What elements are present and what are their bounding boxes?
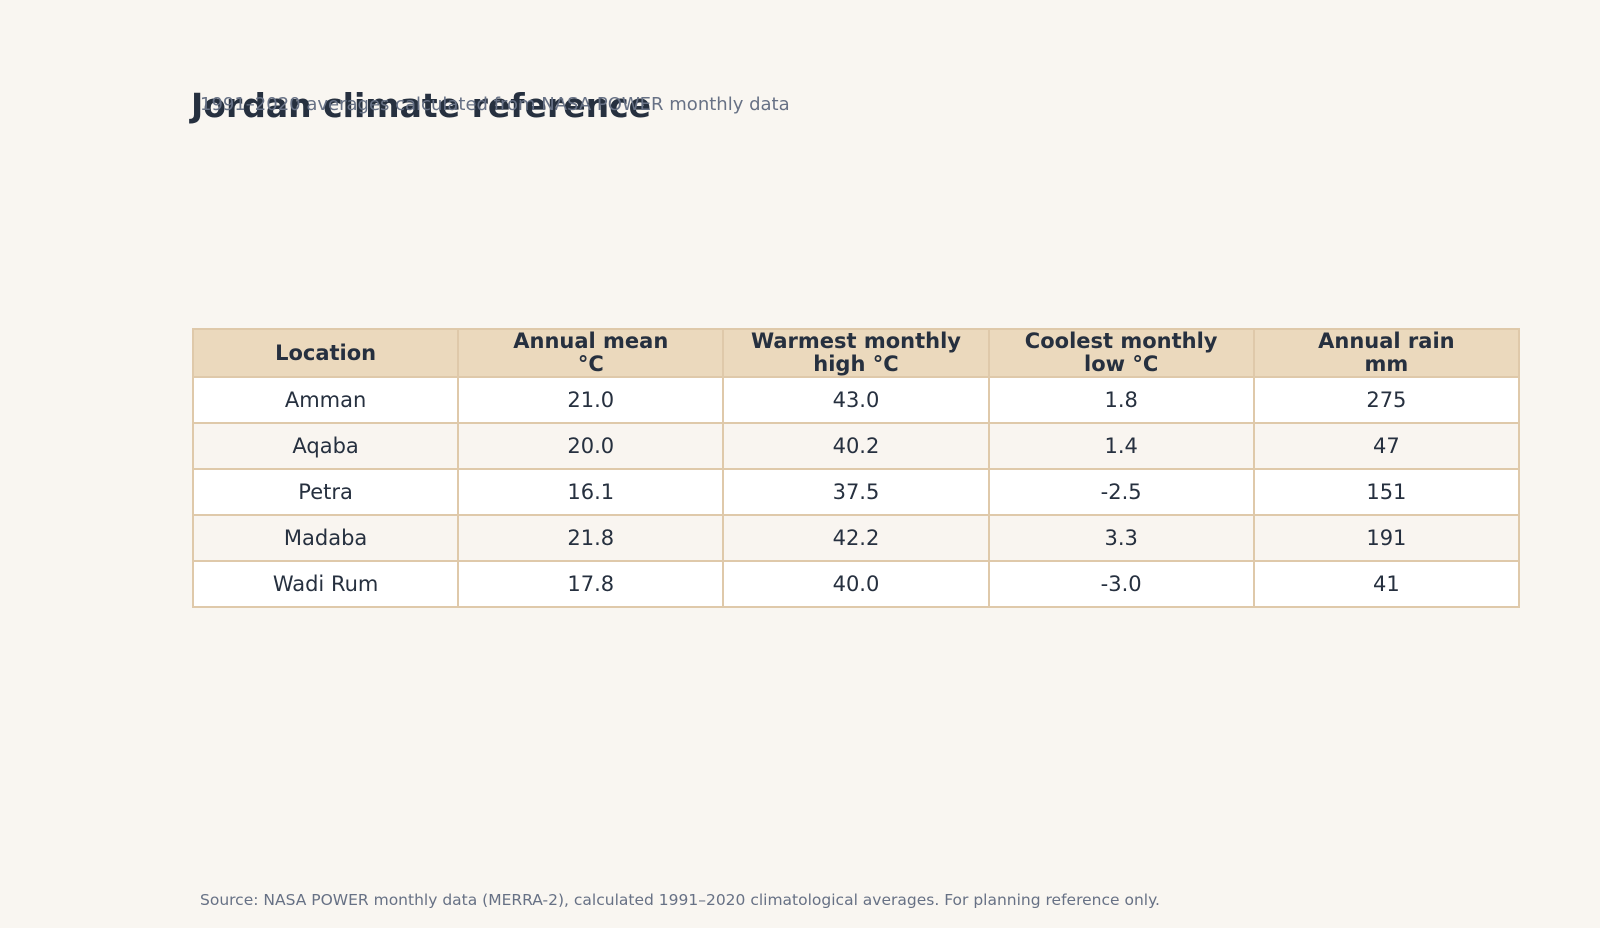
warmest-high-cell: 40.0 xyxy=(722,560,990,608)
coolest-low-cell: -3.0 xyxy=(987,560,1255,608)
climate-table: Location Annual mean °C Warmest monthly … xyxy=(191,328,1521,608)
coolest-low-cell: 3.3 xyxy=(987,514,1255,562)
annual-rain-cell: 275 xyxy=(1252,376,1521,424)
column-header-annual-mean: Annual mean °C xyxy=(457,328,725,378)
column-header-line2: mm xyxy=(1364,352,1409,376)
coolest-low-cell: 1.4 xyxy=(987,422,1255,470)
column-header-location: Location xyxy=(191,328,460,378)
column-header-line2: low °C xyxy=(1084,352,1159,376)
page-title: Jordan climate reference xyxy=(191,86,652,125)
warmest-high-cell: 37.5 xyxy=(722,468,990,516)
annual-rain-cell: 191 xyxy=(1252,514,1521,562)
annual-mean-cell: 17.8 xyxy=(457,560,725,608)
column-header-line1: Annual rain xyxy=(1318,329,1455,353)
table-row: Amman 21.0 43.0 1.8 275 xyxy=(191,376,1521,424)
column-header-line2: °C xyxy=(577,352,604,376)
annual-mean-cell: 20.0 xyxy=(457,422,725,470)
table-row: Madaba 21.8 42.2 3.3 191 xyxy=(191,514,1521,562)
warmest-high-cell: 40.2 xyxy=(722,422,990,470)
annual-mean-cell: 16.1 xyxy=(457,468,725,516)
column-header-line1: Location xyxy=(275,340,377,365)
column-header-annual-rain: Annual rain mm xyxy=(1252,328,1521,378)
annual-rain-cell: 41 xyxy=(1252,560,1521,608)
location-cell: Petra xyxy=(191,468,460,516)
column-header-line1: Coolest monthly xyxy=(1024,329,1218,353)
table-body: Amman 21.0 43.0 1.8 275 Aqaba 20.0 40.2 … xyxy=(191,376,1521,608)
annual-rain-cell: 151 xyxy=(1252,468,1521,516)
page-subtitle: 1991–2020 averages calculated from NASA … xyxy=(200,94,790,115)
source-note: Source: NASA POWER monthly data (MERRA-2… xyxy=(200,891,1160,909)
warmest-high-cell: 43.0 xyxy=(722,376,990,424)
annual-rain-cell: 47 xyxy=(1252,422,1521,470)
warmest-high-cell: 42.2 xyxy=(722,514,990,562)
header-row: Location Annual mean °C Warmest monthly … xyxy=(191,328,1521,378)
location-cell: Aqaba xyxy=(191,422,460,470)
location-cell: Madaba xyxy=(191,514,460,562)
location-cell: Wadi Rum xyxy=(191,560,460,608)
column-header-line1: Annual mean xyxy=(513,329,669,353)
annual-mean-cell: 21.8 xyxy=(457,514,725,562)
column-header-line1: Warmest monthly xyxy=(750,329,961,353)
column-header-warmest-high: Warmest monthly high °C xyxy=(722,328,990,378)
column-header-coolest-low: Coolest monthly low °C xyxy=(987,328,1255,378)
coolest-low-cell: 1.8 xyxy=(987,376,1255,424)
table-row: Aqaba 20.0 40.2 1.4 47 xyxy=(191,422,1521,470)
location-cell: Amman xyxy=(191,376,460,424)
table-row: Wadi Rum 17.8 40.0 -3.0 41 xyxy=(191,560,1521,608)
column-header-line2: high °C xyxy=(813,352,899,376)
table-row: Petra 16.1 37.5 -2.5 151 xyxy=(191,468,1521,516)
annual-mean-cell: 21.0 xyxy=(457,376,725,424)
coolest-low-cell: -2.5 xyxy=(987,468,1255,516)
table-header: Location Annual mean °C Warmest monthly … xyxy=(191,328,1521,378)
